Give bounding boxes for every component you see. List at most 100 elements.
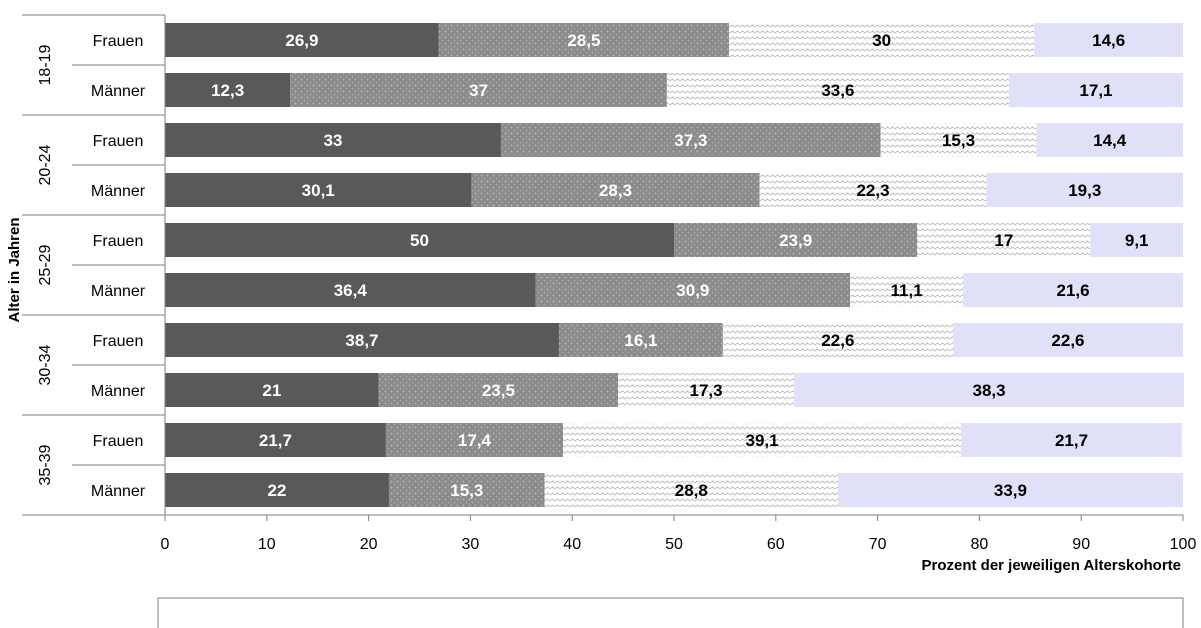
data-label: 9,1 [1125, 231, 1149, 250]
bar-segment-ganz-sicher-nicht [963, 273, 1183, 307]
bar-segment-ganz-sicher-ja [165, 373, 379, 407]
data-label: 22,3 [856, 181, 889, 200]
row-label: Frauen [93, 33, 144, 50]
bar-segment-wahrscheinlich-ja [471, 173, 760, 207]
data-label: 33,9 [994, 481, 1027, 500]
x-axis-title: Prozent der jeweiligen Alterskohorte [921, 557, 1181, 574]
y-axis-title: Alter in Jahren [6, 217, 23, 322]
bar-segment-ganz-sicher-nicht [1034, 23, 1183, 57]
data-label: 21 [262, 381, 281, 400]
data-label: 17,4 [458, 431, 492, 450]
bar-segment-ganz-sicher-ja [165, 223, 674, 257]
data-label: 38,3 [973, 381, 1006, 400]
bar-segment-ganz-sicher-ja [165, 73, 291, 107]
bar-segment-wahrscheinlich-ja [388, 473, 545, 507]
data-label: 26,9 [285, 31, 318, 50]
x-tick-label: 60 [767, 536, 785, 553]
plot-area: 26,9 28,5 30 14,6 12,3 37 33,6 17,1 33 37,3 15,3 14… [165, 23, 1185, 507]
bar-segment-ganz-sicher-ja [165, 23, 439, 57]
bar-segment-wahrscheinlich-nicht [722, 323, 953, 357]
x-tick-label: 20 [360, 536, 378, 553]
group-label: 35-39 [37, 444, 54, 485]
bar-segment-ganz-sicher-ja [165, 323, 559, 357]
data-label: 14,6 [1092, 31, 1125, 50]
data-label: 38,7 [345, 331, 378, 350]
data-label: 36,4 [334, 281, 368, 300]
x-tick-label: 40 [563, 536, 581, 553]
bar-segment-ganz-sicher-nicht [986, 173, 1183, 207]
data-label: 30,9 [676, 281, 709, 300]
x-tick-label: 30 [462, 536, 480, 553]
data-label: 22 [268, 481, 287, 500]
data-label: 21,7 [259, 431, 292, 450]
data-label: 33,6 [821, 81, 854, 100]
data-label: 19,3 [1068, 181, 1101, 200]
bar-segment-wahrscheinlich-nicht [618, 373, 795, 407]
data-label: 37 [469, 81, 488, 100]
bar-segment-ganz-sicher-ja [165, 273, 536, 307]
bar-segment-wahrscheinlich-ja [378, 373, 619, 407]
data-label: 14,4 [1093, 131, 1127, 150]
bar-segment-ganz-sicher-nicht [1090, 223, 1183, 257]
bar-segment-wahrscheinlich-ja [535, 273, 851, 307]
data-label: 23,9 [779, 231, 812, 250]
bar-segment-ganz-sicher-nicht [952, 323, 1183, 357]
x-tick-label: 0 [161, 536, 170, 553]
data-label: 33 [324, 131, 343, 150]
bar-segment-wahrscheinlich-nicht [917, 223, 1091, 257]
bar-segment-wahrscheinlich-nicht [728, 23, 1035, 57]
data-label: 11,1 [891, 281, 923, 300]
row-label: Männer [91, 83, 146, 100]
x-tick-label: 10 [258, 536, 276, 553]
group-label: 18-19 [37, 44, 54, 85]
data-label: 15,3 [942, 131, 975, 150]
bar-segment-wahrscheinlich-nicht [666, 73, 1009, 107]
bar-segment-ganz-sicher-ja [165, 473, 389, 507]
row-label: Frauen [93, 333, 144, 350]
data-label: 12,3 [211, 81, 244, 100]
axes: 0 10 20 30 40 50 60 70 80 90 100 Prozent der jeweil… [6, 14, 1196, 574]
legend-box [157, 597, 1184, 628]
bar-segment-ganz-sicher-nicht [1036, 123, 1183, 157]
bar-segment-ganz-sicher-nicht [794, 373, 1185, 407]
bar-segment-ganz-sicher-nicht [961, 423, 1182, 457]
bar-segment-ganz-sicher-nicht [1008, 73, 1183, 107]
row-label: Männer [91, 383, 146, 400]
bar-segment-wahrscheinlich-nicht [880, 123, 1037, 157]
data-label: 28,3 [599, 181, 632, 200]
data-label: 17 [994, 231, 1013, 250]
group-label: 25-29 [37, 244, 54, 285]
bar-segment-wahrscheinlich-nicht [563, 423, 962, 457]
group-label: 20-24 [37, 144, 54, 185]
data-label: 22,6 [1051, 331, 1084, 350]
data-label: 39,1 [746, 431, 779, 450]
data-label: 21,6 [1057, 281, 1090, 300]
x-tick-label: 80 [971, 536, 989, 553]
bar-segment-wahrscheinlich-ja [558, 323, 723, 357]
row-label: Männer [91, 283, 146, 300]
bar-segment-wahrscheinlich-ja [674, 223, 918, 257]
data-label: 50 [410, 231, 429, 250]
row-label: Frauen [93, 233, 144, 250]
x-tick-label: 50 [665, 536, 683, 553]
data-label: 21,7 [1055, 431, 1088, 450]
data-label: 37,3 [674, 131, 707, 150]
data-label: 17,3 [690, 381, 723, 400]
data-label: 28,5 [567, 31, 600, 50]
group-label: 30-34 [37, 344, 54, 385]
data-label: 28,8 [675, 481, 708, 500]
bar-segment-wahrscheinlich-nicht [850, 273, 964, 307]
data-label: 30,1 [302, 181, 335, 200]
row-label: Männer [91, 483, 146, 500]
bar-segment-ganz-sicher-ja [165, 423, 386, 457]
bar-segment-wahrscheinlich-ja [290, 73, 667, 107]
legend: Ganz sicher jaWahrscheinlich jaWahrschei… [157, 597, 1184, 628]
bar-segment-wahrscheinlich-nicht [759, 173, 987, 207]
bar-segment-ganz-sicher-ja [165, 173, 472, 207]
bar-segment-wahrscheinlich-ja [385, 423, 564, 457]
data-label: 22,6 [821, 331, 854, 350]
bar-segment-wahrscheinlich-nicht [544, 473, 838, 507]
bar-segment-ganz-sicher-ja [165, 123, 501, 157]
row-label: Frauen [93, 433, 144, 450]
bar-segment-wahrscheinlich-ja [438, 23, 729, 57]
